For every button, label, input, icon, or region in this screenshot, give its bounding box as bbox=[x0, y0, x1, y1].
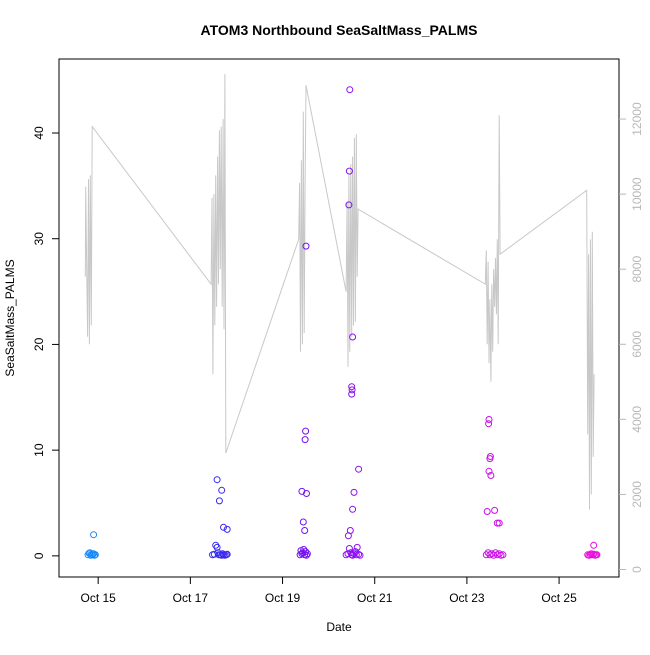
data-point bbox=[301, 436, 309, 444]
data-point bbox=[300, 546, 308, 553]
data-point bbox=[485, 416, 493, 423]
data-point bbox=[90, 531, 98, 539]
y-axis-label: SeaSaltMass_PALMS bbox=[3, 259, 17, 376]
y-tick-label: 40 bbox=[32, 126, 46, 140]
x-tick-label: Oct 17 bbox=[173, 591, 209, 605]
y-tick-label: 0 bbox=[32, 552, 46, 559]
data-point bbox=[590, 541, 598, 549]
x-tick-label: Oct 21 bbox=[357, 591, 393, 605]
x-tick-label: Oct 15 bbox=[80, 591, 116, 605]
data-point bbox=[346, 86, 354, 94]
data-point bbox=[355, 550, 363, 558]
data-point bbox=[349, 333, 357, 341]
data-point bbox=[492, 549, 499, 557]
data-point bbox=[223, 550, 231, 558]
data-point bbox=[353, 543, 361, 551]
x-tick-label: Oct 23 bbox=[449, 591, 485, 605]
altitude-line bbox=[84, 73, 595, 510]
data-point bbox=[350, 488, 358, 496]
y-tick-label: 20 bbox=[32, 337, 46, 351]
y2-tick-label: 6000 bbox=[630, 331, 644, 358]
data-point bbox=[486, 453, 494, 460]
axes-layer: Oct 15 Oct 17 Oct 19 Oct 21 Oct 23 Oct 25 0 10 2… bbox=[32, 102, 644, 605]
altitude-line-layer bbox=[84, 73, 595, 510]
y-tick-label: 10 bbox=[32, 443, 46, 457]
x-axis-label: Date bbox=[326, 620, 352, 634]
data-point bbox=[355, 465, 363, 473]
data-point bbox=[485, 420, 493, 428]
data-point bbox=[345, 201, 353, 209]
plot-frame bbox=[58, 58, 620, 578]
data-point bbox=[485, 467, 493, 475]
y2-tick-label: 2000 bbox=[630, 481, 644, 508]
chart-title: ATOM3 Northbound SeaSaltMass_PALMS bbox=[201, 22, 478, 38]
data-point bbox=[299, 518, 307, 526]
data-point bbox=[348, 390, 356, 398]
data-point bbox=[91, 551, 99, 559]
data-point bbox=[215, 497, 223, 505]
data-point bbox=[302, 427, 310, 435]
data-point bbox=[303, 490, 310, 497]
data-point bbox=[302, 242, 310, 250]
y2-tick-label: 4000 bbox=[630, 406, 644, 433]
data-point bbox=[348, 386, 356, 394]
data-point bbox=[483, 508, 491, 515]
data-point bbox=[220, 523, 227, 531]
data-point bbox=[356, 551, 364, 559]
data-point bbox=[303, 550, 311, 558]
y2-tick-label: 0 bbox=[630, 566, 644, 573]
data-point bbox=[302, 548, 310, 556]
data-point bbox=[218, 486, 226, 494]
points-layer bbox=[84, 86, 601, 559]
data-point bbox=[213, 543, 221, 551]
data-point bbox=[495, 550, 503, 558]
data-point bbox=[301, 527, 309, 534]
y-tick-label: 30 bbox=[32, 232, 46, 246]
data-point bbox=[345, 545, 353, 552]
x-tick-label: Oct 25 bbox=[541, 591, 577, 605]
data-point bbox=[349, 505, 357, 513]
data-point bbox=[484, 549, 492, 557]
x-tick-label: Oct 19 bbox=[265, 591, 301, 605]
data-point bbox=[213, 476, 221, 484]
data-point bbox=[223, 525, 231, 533]
data-point bbox=[348, 383, 356, 391]
y2-tick-label: 10000 bbox=[630, 177, 644, 211]
data-point bbox=[495, 519, 503, 527]
data-point bbox=[499, 551, 507, 559]
data-point bbox=[593, 551, 601, 559]
data-point bbox=[491, 506, 499, 514]
data-point bbox=[487, 472, 495, 479]
y2-tick-label: 8000 bbox=[630, 256, 644, 283]
data-point bbox=[346, 527, 354, 534]
data-point bbox=[493, 519, 501, 527]
data-point bbox=[345, 167, 353, 175]
y2-tick-label: 12000 bbox=[630, 102, 644, 136]
